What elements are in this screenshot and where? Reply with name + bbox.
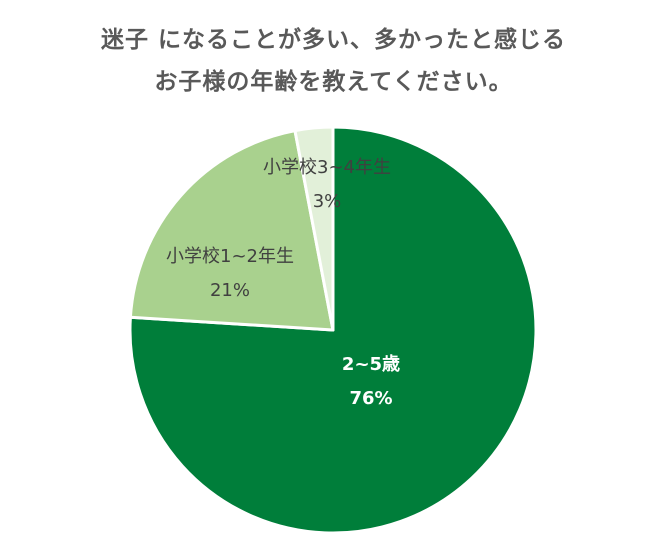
slice-category-label: 小学校1~2年生 xyxy=(166,246,294,267)
slice-category-label: 2~5歳 xyxy=(342,354,400,375)
chart-title-line-1: 迷子 になることが多い、多かったと感じる xyxy=(100,27,566,53)
pie-slice-2 xyxy=(128,129,335,332)
slice-value-label: 21% xyxy=(210,280,250,301)
pie-slice-3 xyxy=(293,125,335,332)
pie-slices xyxy=(128,125,538,535)
pie-labels: 2~5歳 76% 小学校1~2年生 21% 小学校3~4年生 3% xyxy=(166,157,400,409)
slice-category-label: 小学校3~4年生 xyxy=(263,157,391,178)
slice-value-label: 76% xyxy=(349,388,392,409)
slice-value-label: 3% xyxy=(313,191,342,212)
chart-title-line-2: お子様の年齢を教えてください。 xyxy=(154,69,513,95)
